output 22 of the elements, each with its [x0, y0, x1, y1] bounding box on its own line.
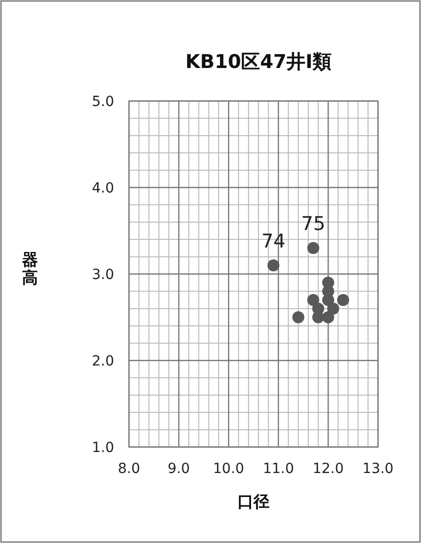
- x-tick-label: 9.0: [168, 461, 190, 477]
- y-tick-label: 1.0: [92, 440, 114, 456]
- chart-title: KB10区47井Ⅰ類: [185, 51, 332, 73]
- y-tick-label: 3.0: [92, 267, 114, 283]
- x-tick-label: 12.0: [312, 461, 344, 477]
- point: [267, 259, 280, 272]
- point: [292, 311, 304, 324]
- point: [327, 302, 340, 315]
- point: [307, 242, 320, 254]
- annotation: 75: [301, 213, 326, 236]
- x-tick-label: 11.0: [262, 461, 294, 477]
- y-tick-label: 2.0: [92, 354, 114, 370]
- x-tick-label: 10.0: [213, 461, 244, 477]
- point: [322, 311, 334, 324]
- point: [337, 294, 350, 306]
- y-axis-title: 器高: [22, 250, 38, 287]
- y-tick-label: 5.0: [92, 94, 114, 110]
- y-tick-label: 4.0: [92, 180, 114, 196]
- x-tick-label: 13.0: [362, 461, 394, 477]
- x-tick-label: 8.0: [118, 461, 140, 477]
- x-axis-title: 口径: [238, 492, 270, 511]
- point: [307, 294, 320, 306]
